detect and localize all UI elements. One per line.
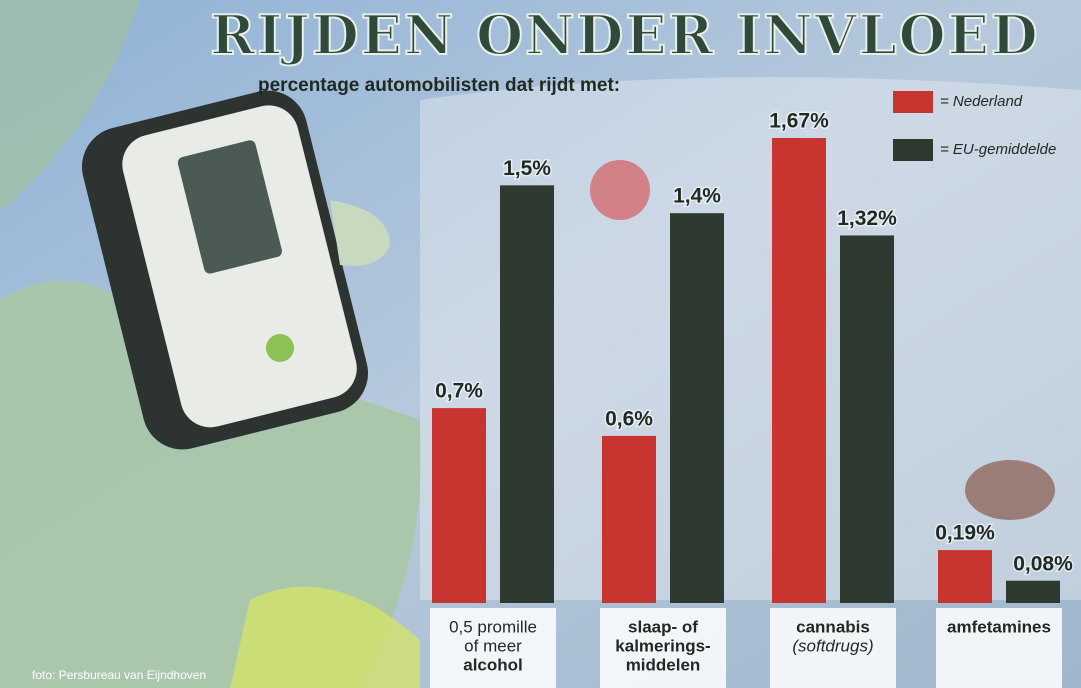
x-tick-label: (softdrugs) — [792, 636, 873, 655]
value-label: 0,6% — [605, 407, 653, 430]
bar — [1006, 581, 1060, 603]
value-label: 1,5% — [503, 157, 551, 180]
x-tick-label: of meer — [464, 636, 522, 655]
x-tick-label: slaap- of — [628, 617, 698, 636]
chart: RIJDEN ONDER INVLOED percentage automobi… — [0, 0, 1081, 688]
x-tick-label: 0,5 promille — [449, 617, 537, 636]
value-label: 0,19% — [935, 522, 995, 545]
x-tick-label: kalmerings- — [615, 636, 710, 655]
x-tick-label: alcohol — [463, 655, 523, 674]
bar — [432, 408, 486, 603]
page: {"chart_data": { "type": "bar", "title":… — [0, 0, 1081, 688]
bar — [840, 235, 894, 603]
pill — [590, 160, 650, 220]
legend-swatch — [893, 139, 933, 161]
bar — [772, 138, 826, 603]
device-button — [266, 334, 294, 362]
legend-label: = EU-gemiddelde — [940, 141, 1056, 158]
value-label: 1,32% — [837, 207, 897, 230]
pill — [965, 460, 1055, 520]
chart-subtitle: percentage automobilisten dat rijdt met: — [258, 75, 620, 96]
x-tick-label: cannabis — [796, 617, 870, 636]
value-label: 0,08% — [1013, 552, 1073, 575]
bar — [602, 436, 656, 603]
legend-swatch — [893, 91, 933, 113]
x-tick-label: middelen — [626, 655, 701, 674]
bar — [500, 185, 554, 603]
value-label: 1,4% — [673, 185, 721, 208]
bar — [938, 550, 992, 603]
value-label: 1,67% — [769, 110, 829, 133]
bar — [670, 213, 724, 603]
value-label: 0,7% — [435, 380, 483, 403]
x-tick-label: amfetamines — [947, 617, 1051, 636]
chart-title: RIJDEN ONDER INVLOED — [210, 3, 1039, 67]
legend-label: = Nederland — [940, 93, 1023, 110]
photo-credit: foto: Persbureau van Eijndhoven — [32, 668, 206, 682]
